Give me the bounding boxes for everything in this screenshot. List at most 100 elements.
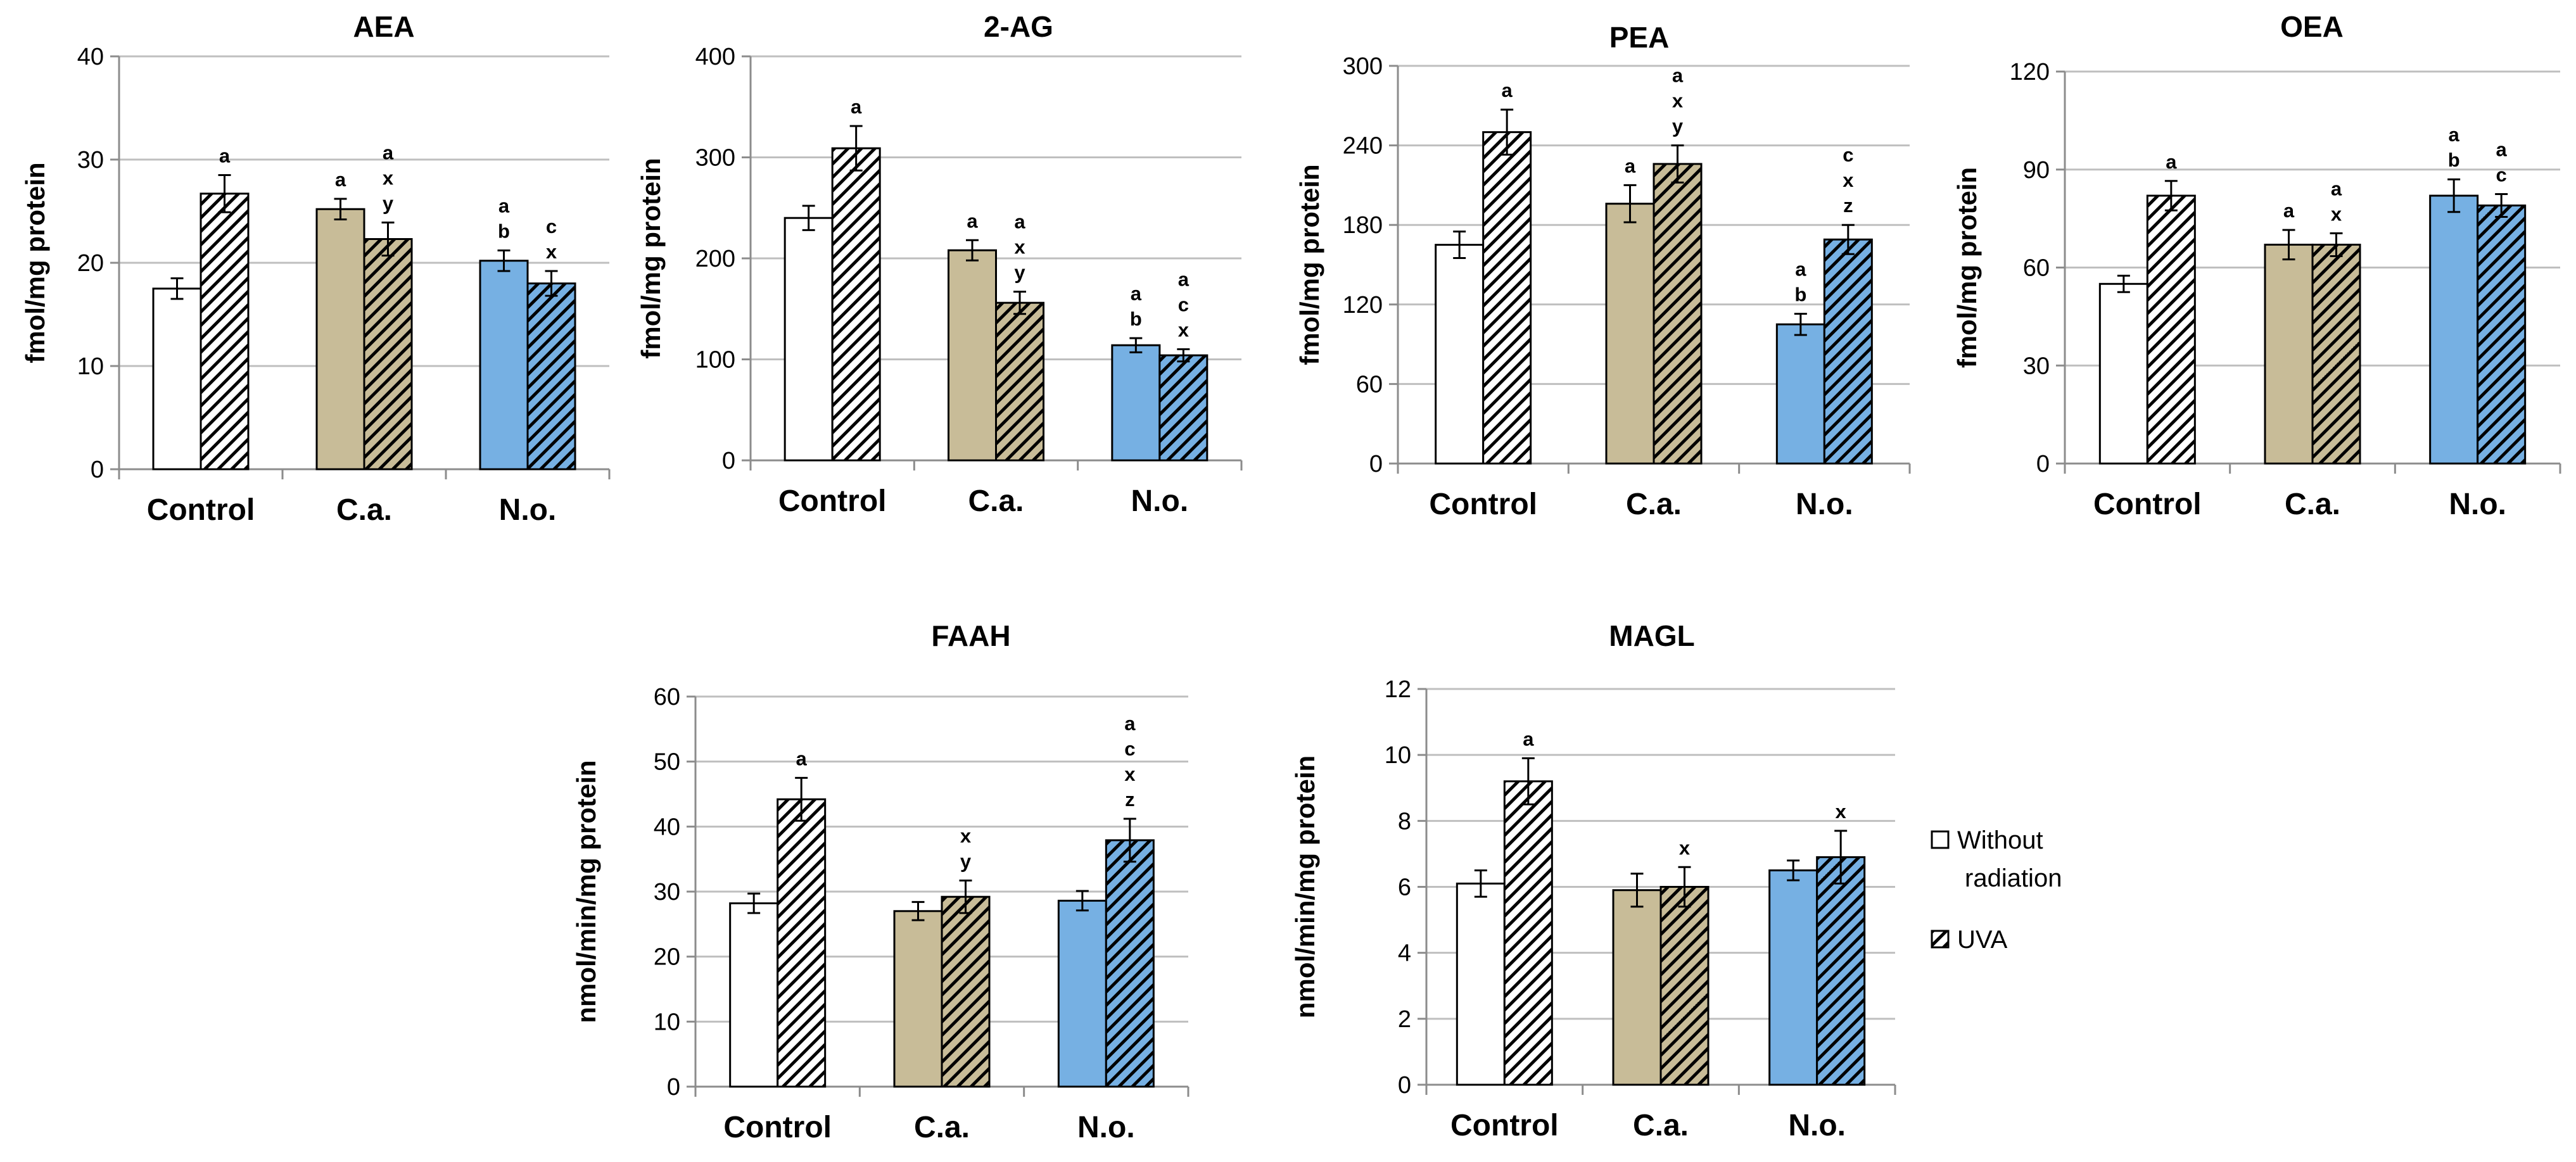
bar-ca-uva bbox=[941, 895, 991, 1088]
significance-label: a bbox=[1502, 79, 1513, 101]
significance-label: a bbox=[1795, 258, 1806, 280]
y-tick-label: 400 bbox=[695, 44, 735, 70]
y-tick-label: 20 bbox=[77, 250, 104, 277]
significance-label: b bbox=[498, 220, 510, 242]
significance-label: a bbox=[1014, 211, 1025, 233]
significance-label: c bbox=[1124, 738, 1135, 760]
y-tick-label: 30 bbox=[77, 147, 104, 174]
bar-no-without-radiation bbox=[2429, 194, 2479, 465]
y-tick-label: 300 bbox=[1343, 53, 1383, 80]
bar-control-uva bbox=[1503, 780, 1553, 1086]
y-tick-label: 100 bbox=[695, 347, 735, 374]
y-axis-label: fmol/mg protein bbox=[1952, 167, 1982, 368]
y-tick-label: 0 bbox=[1398, 1072, 1411, 1099]
y-tick-label: 10 bbox=[77, 353, 104, 380]
y-tick-label: 60 bbox=[1356, 371, 1383, 398]
legend-swatch-uva bbox=[1931, 930, 1950, 949]
bar-no-without-radiation bbox=[1768, 869, 1818, 1086]
y-tick-label: 0 bbox=[91, 457, 104, 483]
y-tick-label: 60 bbox=[654, 684, 680, 710]
y-axis-label: fmol/mg protein bbox=[1295, 164, 1324, 365]
y-tick-label: 300 bbox=[695, 145, 735, 172]
legend-label-without-radiation-line2: radiation bbox=[1965, 864, 2062, 892]
x-category-label: N.o. bbox=[1788, 1109, 1846, 1142]
significance-label: a bbox=[2449, 123, 2460, 146]
bar-control-without-radiation bbox=[152, 287, 202, 470]
bar-ca-uva bbox=[1659, 886, 1710, 1086]
significance-label: a bbox=[851, 96, 862, 118]
y-tick-label: 240 bbox=[1343, 133, 1383, 160]
bar-control-uva bbox=[1482, 131, 1532, 465]
y-tick-label: 30 bbox=[654, 879, 680, 906]
significance-label: a bbox=[796, 747, 808, 769]
y-axis-label: nmol/min/mg protein bbox=[571, 760, 601, 1023]
y-tick-label: 120 bbox=[2010, 59, 2050, 85]
y-axis-label: fmol/mg protein bbox=[20, 162, 50, 363]
y-tick-label: 60 bbox=[2023, 255, 2050, 282]
y-tick-label: 40 bbox=[654, 814, 680, 840]
significance-label: a bbox=[2331, 177, 2342, 199]
y-tick-label: 30 bbox=[2023, 353, 2050, 379]
significance-label: a bbox=[335, 168, 346, 191]
x-category-label: Control bbox=[2093, 488, 2202, 521]
significance-label: a bbox=[219, 144, 231, 167]
significance-label: x bbox=[1843, 169, 1854, 191]
x-category-label: N.o. bbox=[1131, 484, 1189, 518]
significance-label: a bbox=[2496, 138, 2508, 160]
bar-ca-without-radiation bbox=[315, 208, 365, 470]
significance-label: a bbox=[967, 210, 978, 232]
legend: Without radiation UVA bbox=[1931, 826, 2062, 954]
y-tick-label: 0 bbox=[667, 1074, 680, 1101]
legend-swatch-without-radiation bbox=[1931, 830, 1950, 849]
bar-no-without-radiation bbox=[1111, 344, 1161, 462]
bar-ca-without-radiation bbox=[1612, 889, 1662, 1086]
significance-label: y bbox=[960, 850, 972, 873]
significance-label: x bbox=[546, 241, 557, 263]
significance-label: x bbox=[1014, 236, 1025, 258]
legend-label-uva: UVA bbox=[1957, 926, 2008, 954]
bar-no-without-radiation bbox=[1775, 323, 1825, 465]
bar-ca-uva bbox=[995, 301, 1044, 462]
significance-label: y bbox=[383, 192, 394, 214]
bar-control-uva bbox=[777, 798, 827, 1088]
y-tick-label: 90 bbox=[2023, 157, 2050, 184]
y-tick-label: 0 bbox=[1369, 451, 1383, 477]
y-tick-label: 10 bbox=[654, 1009, 680, 1035]
y-tick-label: 6 bbox=[1398, 875, 1411, 901]
bar-no-uva bbox=[1158, 354, 1209, 462]
significance-label: x bbox=[1178, 319, 1190, 341]
x-category-label: C.a. bbox=[336, 493, 392, 527]
x-category-label: N.o. bbox=[1796, 488, 1853, 521]
y-tick-label: 4 bbox=[1398, 940, 1411, 967]
y-axis-label: nmol/min/mg protein bbox=[1290, 755, 1320, 1018]
significance-label: x bbox=[1124, 763, 1136, 785]
bar-no-uva bbox=[1105, 839, 1155, 1088]
legend-label-without-radiation-line1: Without bbox=[1957, 826, 2043, 854]
chart-magl: 0 2 4 6 8 10 12 a Control x C.a. x N.o. MAGL nmol/min/… bbox=[1290, 619, 1896, 1142]
significance-label: a bbox=[1178, 268, 1190, 291]
x-category-label: C.a. bbox=[968, 484, 1024, 518]
y-tick-label: 2 bbox=[1398, 1006, 1411, 1033]
x-category-label: N.o. bbox=[499, 493, 557, 527]
significance-label: c bbox=[1843, 144, 1853, 166]
bar-ca-uva bbox=[363, 238, 413, 470]
significance-label: a bbox=[383, 141, 394, 163]
bar-no-uva bbox=[1823, 238, 1873, 465]
chart-pea: 060120180240300aControlaaxyC.a.abcxzN.o.… bbox=[1295, 21, 1911, 521]
y-tick-label: 10 bbox=[1385, 742, 1411, 769]
x-category-label: Control bbox=[147, 493, 255, 527]
significance-label: x bbox=[1679, 837, 1691, 859]
significance-label: c bbox=[546, 215, 557, 237]
chart-faah: 0102030405060aControlxyC.a.acxzN.o.FAAHn… bbox=[571, 619, 1190, 1144]
bar-no-without-radiation bbox=[479, 260, 529, 470]
y-tick-label: 50 bbox=[654, 749, 680, 776]
y-tick-label: 180 bbox=[1343, 212, 1383, 239]
x-category-label: Control bbox=[1429, 488, 1537, 521]
significance-label: a bbox=[1131, 282, 1142, 305]
significance-label: a bbox=[1672, 65, 1684, 87]
